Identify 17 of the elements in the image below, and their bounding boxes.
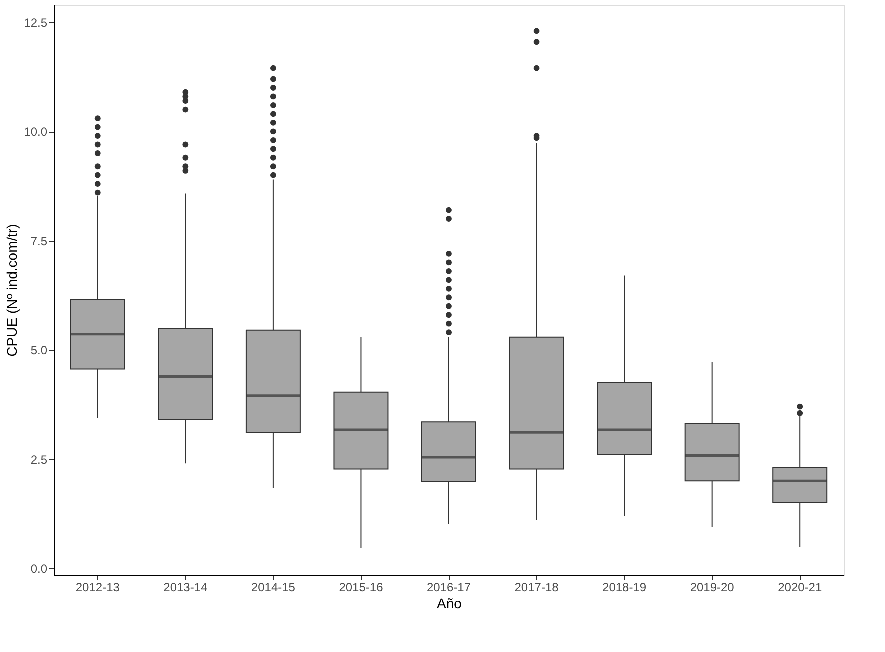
x-tick-label: 2015-16: [339, 580, 384, 594]
x-tick-label: 2012-13: [76, 580, 120, 594]
x-axis-title: Año: [437, 596, 462, 612]
y-tick-label: 5.0: [30, 344, 48, 358]
y-tick-label: 7.5: [30, 234, 48, 248]
x-tick-label: 2013-14: [164, 580, 208, 594]
x-tick-label: 2020-21: [778, 580, 822, 594]
x-tick-label: 2019-20: [690, 580, 735, 594]
y-tick-label: 10.0: [24, 125, 48, 140]
x-tick-label: 2016-17: [426, 580, 472, 594]
x-tick-label: 2018-19: [602, 580, 647, 594]
y-tick-label: 12.5: [24, 16, 48, 30]
y-axis-title: CPUE (Nº ind.com/tr): [4, 224, 20, 357]
x-tick-label: 2014-15: [251, 580, 296, 594]
x-tick-label: 2017-18: [514, 580, 560, 594]
y-tick-label: 0.0: [30, 562, 48, 576]
y-tick-label: 2.5: [30, 452, 48, 467]
